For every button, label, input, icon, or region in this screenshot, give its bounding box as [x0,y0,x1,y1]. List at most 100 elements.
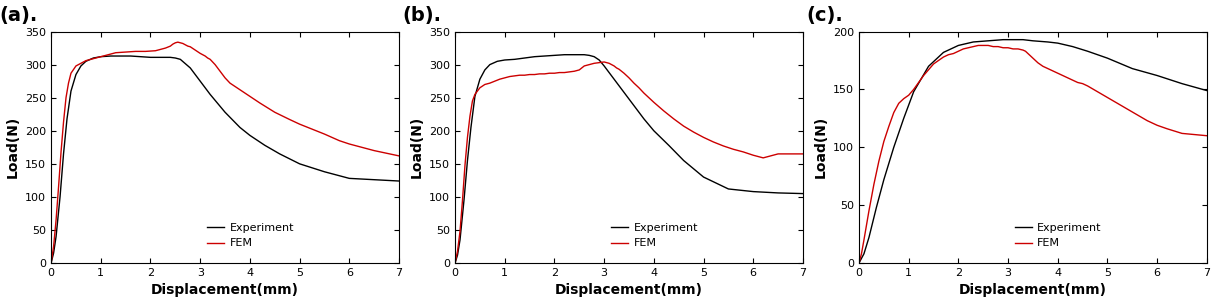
FEM [533,72,547,76]
X-axis label: Displacement(mm): Displacement(mm) [554,283,703,298]
Line: FEM: FEM [455,62,803,263]
FEM [951,49,966,53]
Experiment [478,68,492,72]
FEM [706,140,721,144]
Experiment [1125,67,1139,70]
Text: (c).: (c). [806,6,844,25]
Experiment [79,59,94,63]
FEM [917,74,931,77]
Experiment [637,117,652,121]
Experiment [528,55,542,58]
Experiment [647,129,662,133]
Experiment [572,53,586,57]
Experiment [74,64,89,68]
Text: (b).: (b). [402,6,441,25]
FEM [392,154,406,158]
Experiment [662,144,676,147]
FEM [970,44,985,47]
Experiment [951,44,966,47]
Experiment [869,206,884,209]
Experiment [1175,82,1189,85]
FEM [906,88,921,91]
Experiment [851,261,866,265]
Experiment [576,53,591,57]
Experiment [44,261,58,265]
Experiment [182,66,197,70]
X-axis label: Displacement(mm): Displacement(mm) [151,283,299,298]
Experiment [1051,41,1065,45]
Experiment [582,54,597,57]
Experiment [113,54,128,58]
Experiment [86,56,101,60]
Experiment [906,90,921,94]
Experiment [597,64,612,68]
FEM [1023,54,1037,58]
Experiment [877,178,891,181]
Text: (a).: (a). [0,6,38,25]
Experiment [1150,74,1165,77]
FEM [587,62,602,65]
Experiment [557,53,572,57]
Experiment [272,152,287,156]
Y-axis label: Load(N): Load(N) [6,116,19,178]
Experiment [173,58,187,61]
Experiment [94,55,108,58]
Experiment [452,238,467,242]
Experiment [587,55,602,58]
FEM [597,60,612,64]
Experiment [497,58,512,62]
FEM [447,261,462,265]
FEM [1010,47,1025,51]
Experiment [592,58,607,62]
Experiment [697,175,711,179]
Experiment [392,179,406,183]
FEM [497,76,512,80]
FEM [604,63,619,66]
Experiment [317,170,332,174]
Experiment [103,54,118,58]
Experiment [60,117,74,121]
Experiment [771,191,786,195]
Experiment [567,53,581,57]
FEM [188,48,203,52]
Line: FEM: FEM [51,42,399,263]
FEM [139,50,153,53]
FEM [180,44,195,48]
Experiment [457,198,472,202]
Experiment [134,55,148,58]
FEM [193,52,208,55]
FEM [203,58,218,61]
Experiment [517,56,531,60]
FEM [68,64,83,68]
Experiment [258,144,272,147]
Experiment [153,55,168,59]
Legend: Experiment, FEM: Experiment, FEM [203,218,298,253]
Experiment [483,63,497,66]
Experiment [473,77,488,81]
Experiment [463,126,478,129]
Experiment [676,159,691,162]
Experiment [1200,89,1215,92]
FEM [1110,102,1125,105]
Experiment [460,159,474,162]
Legend: Experiment, FEM: Experiment, FEM [607,218,703,253]
Experiment [922,65,936,68]
Y-axis label: Load(N): Load(N) [814,116,827,178]
Experiment [342,177,356,180]
Line: Experiment: Experiment [51,56,399,263]
Experiment [721,187,736,191]
Experiment [450,253,465,257]
Experiment [936,51,951,54]
Line: Experiment: Experiment [455,55,803,263]
Experiment [52,195,67,199]
Experiment [218,110,232,114]
Experiment [981,39,996,43]
FEM [488,79,502,83]
Experiment [745,190,760,193]
Experiment [1015,38,1030,42]
Experiment [143,55,158,59]
Experiment [367,178,382,181]
Experiment [862,236,877,239]
Experiment [607,77,621,81]
FEM [1200,134,1215,138]
